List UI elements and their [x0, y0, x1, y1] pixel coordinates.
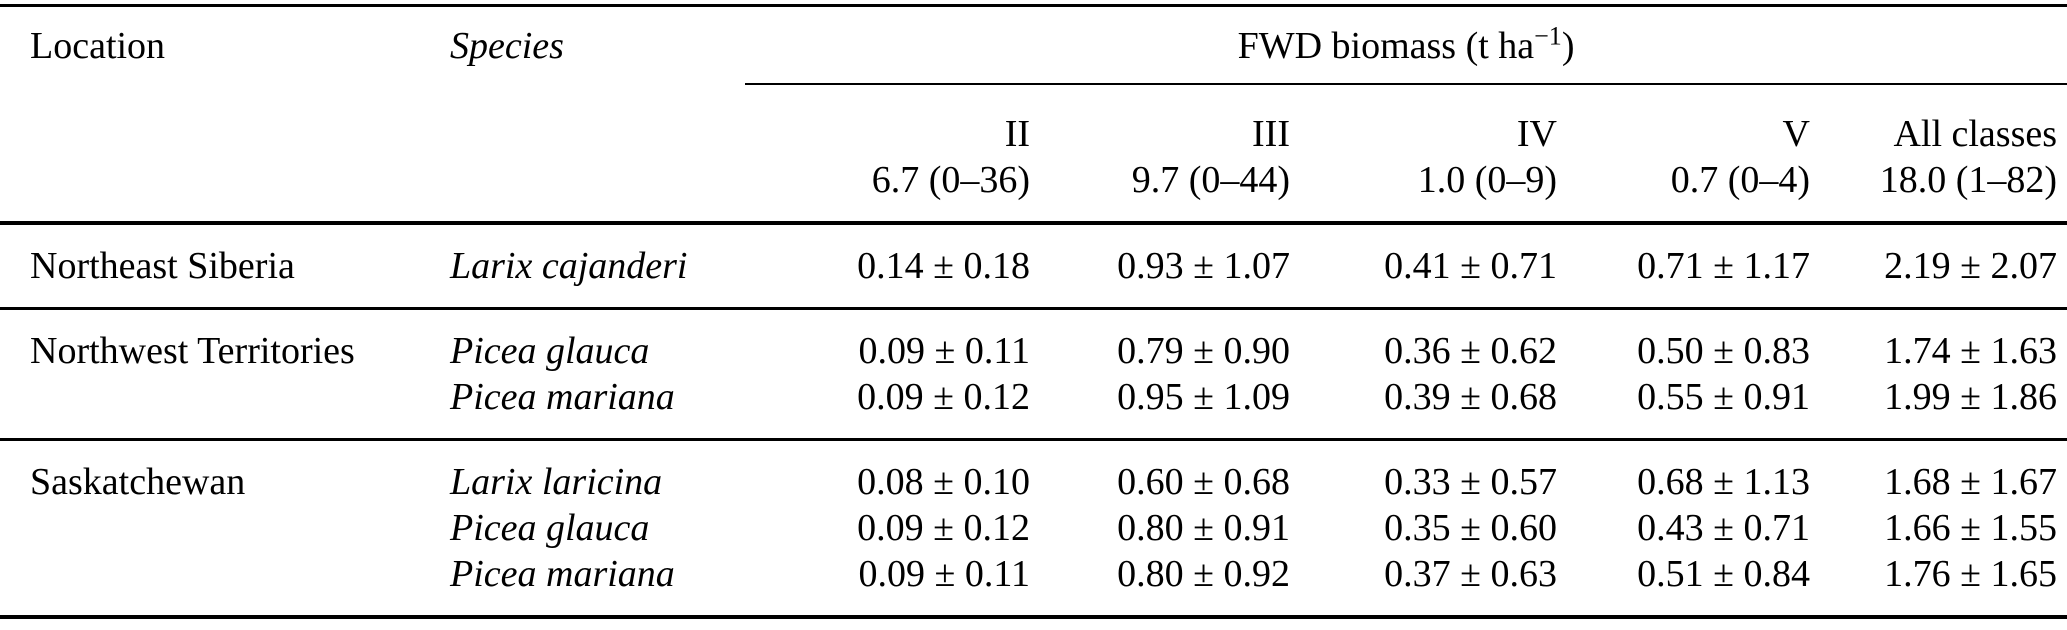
mean-range-v: 0.7 (0–4)	[1557, 157, 1810, 225]
value-cell: 0.95 ± 1.09	[1117, 376, 1290, 418]
table-row: Northeast Siberia Larix cajanderi 0.14 ± 0…	[0, 223, 2067, 309]
value-cell: 0.09 ± 0.12	[857, 507, 1030, 549]
value-cell: 0.14 ± 0.18	[857, 245, 1030, 287]
species-column-header: Species	[450, 5, 745, 225]
value-cell: 1.74 ± 1.63	[1810, 307, 2067, 374]
value-cell: 1.76 ± 1.65	[1884, 553, 2058, 595]
value-cell: 0.50 ± 0.83	[1557, 307, 1810, 374]
value-cell: 0.93 ± 1.07	[1117, 245, 1290, 287]
value-cell: 0.55 ± 0.91	[1637, 376, 1810, 418]
value-cell: 0.43 ± 0.71	[1637, 507, 1810, 549]
mean-range-iv: 1.0 (0–9)	[1290, 157, 1557, 225]
table-row: Northwest Territories Picea glauca 0.09 ± …	[0, 307, 2067, 440]
value-cell: 1.99 ± 1.86	[1884, 376, 2058, 418]
value-cell: 0.09 ± 0.11	[745, 307, 1030, 374]
value-cell: 0.36 ± 0.62	[1290, 307, 1557, 374]
table-header: Location Species FWD biomass (t ha−1) II…	[0, 5, 2067, 225]
value-cell: 0.08 ± 0.10	[745, 438, 1030, 505]
group-header-row: Location Species FWD biomass (t ha−1)	[0, 5, 2067, 225]
value-cell: 0.37 ± 0.63	[1384, 553, 1557, 595]
fwd-biomass-table: Location Species FWD biomass (t ha−1) II…	[0, 4, 2067, 619]
value-cell: 0.35 ± 0.60	[1384, 507, 1557, 549]
value-cell: 0.60 ± 0.68	[1030, 438, 1290, 505]
species-cell: Picea mariana	[450, 376, 675, 418]
class-header-iii: III	[1252, 113, 1290, 155]
value-cell: 0.80 ± 0.91	[1117, 507, 1290, 549]
group-header-exponent: −1	[1534, 21, 1562, 51]
class-mean-range-row: 6.7 (0–36) 9.7 (0–44) 1.0 (0–9) 0.7 (0–4…	[0, 157, 2067, 225]
fwd-biomass-group-header: FWD biomass (t ha−1)	[745, 5, 2067, 85]
class-label-row: II III IV V All classes	[0, 84, 2067, 157]
value-cell: 1.68 ± 1.67	[1810, 438, 2067, 505]
value-cell: 0.79 ± 0.90	[1030, 307, 1290, 374]
value-cell: 0.33 ± 0.57	[1290, 438, 1557, 505]
value-cell: 0.09 ± 0.11	[858, 553, 1030, 595]
group-header-close-paren: )	[1561, 25, 1575, 67]
value-cell: 0.09 ± 0.12	[857, 376, 1030, 418]
value-cell: 0.80 ± 0.92	[1117, 553, 1290, 595]
table-row: Picea glauca 0.09 ± 0.12 0.80 ± 0.91 0.35 ±…	[0, 505, 2067, 551]
location-column-header: Location	[0, 5, 450, 225]
value-cell: 1.66 ± 1.55	[1884, 507, 2058, 549]
species-cell: Picea glauca	[450, 307, 745, 374]
value-cell: 0.39 ± 0.68	[1384, 376, 1557, 418]
table-row: Picea mariana 0.09 ± 0.11 0.80 ± 0.92 0.37 …	[0, 551, 2067, 617]
value-cell: 0.71 ± 1.17	[1637, 245, 1810, 287]
location-cell: Saskatchewan	[0, 438, 450, 617]
class-header-all: All classes	[1893, 113, 2058, 155]
table-row: Picea mariana 0.09 ± 0.12 0.95 ± 1.09 0.39 …	[0, 374, 2067, 440]
value-cell: 0.51 ± 0.84	[1637, 553, 1810, 595]
location-cell: Northeast Siberia	[30, 245, 295, 287]
location-cell: Northwest Territories	[0, 307, 450, 440]
species-cell: Picea glauca	[450, 507, 650, 549]
species-cell: Picea mariana	[450, 553, 675, 595]
group-header-text: FWD biomass (t ha	[1237, 25, 1535, 67]
species-cell: Larix laricina	[450, 438, 745, 505]
class-header-v: V	[1782, 113, 1810, 155]
value-cell: 2.19 ± 2.07	[1884, 245, 2058, 287]
mean-range-ii: 6.7 (0–36)	[745, 157, 1030, 225]
species-cell: Larix cajanderi	[450, 245, 688, 287]
mean-range-iii: 9.7 (0–44)	[1030, 157, 1290, 225]
mean-range-all: 18.0 (1–82)	[1810, 157, 2067, 225]
class-header-ii: II	[1004, 113, 1030, 155]
value-cell: 0.41 ± 0.71	[1384, 245, 1557, 287]
class-header-iv: IV	[1516, 113, 1557, 155]
value-cell: 0.68 ± 1.13	[1557, 438, 1810, 505]
table-body: Northeast Siberia Larix cajanderi 0.14 ± 0…	[0, 223, 2067, 617]
table-row: Saskatchewan Larix laricina 0.08 ± 0.10 0.6…	[0, 438, 2067, 617]
